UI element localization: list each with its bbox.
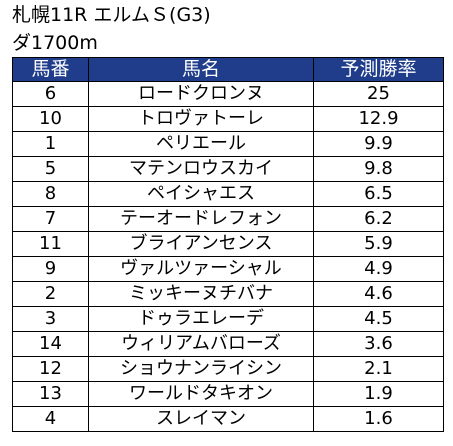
horse-name-cell: ウィリアムバローズ [88, 331, 314, 357]
prediction-table-container: 馬番 馬名 予測勝率 6 ロードクロンヌ 25 10 トロヴァトーレ 12.9 … [12, 57, 444, 432]
win-rate-cell: 5.9 [313, 231, 444, 257]
win-rate-cell: 1.6 [313, 406, 444, 432]
horse-name-cell: ワールドタキオン [88, 381, 314, 407]
horse-name-cell: ブライアンセンス [88, 231, 314, 257]
horse-number-cell: 12 [12, 356, 89, 382]
horse-name-cell: スレイマン [88, 406, 314, 432]
table-row: 2 ミッキーヌチバナ 4.6 [12, 281, 444, 307]
horse-number-cell: 5 [12, 156, 89, 182]
horse-number-cell: 9 [12, 256, 89, 282]
table-header-row: 馬番 馬名 予測勝率 [12, 57, 444, 82]
horse-name-cell: トロヴァトーレ [88, 106, 314, 132]
horse-name-cell: マテンロウスカイ [88, 156, 314, 182]
horse-number-cell: 2 [12, 281, 89, 307]
win-rate-cell: 6.2 [313, 206, 444, 232]
win-rate-cell: 4.6 [313, 281, 444, 307]
table-row: 6 ロードクロンヌ 25 [12, 81, 444, 107]
table-row: 1 ペリエール 9.9 [12, 131, 444, 157]
header-horse-number: 馬番 [12, 57, 89, 82]
table-row: 5 マテンロウスカイ 9.8 [12, 156, 444, 182]
table-row: 3 ドゥラエレーデ 4.5 [12, 306, 444, 332]
table-row: 10 トロヴァトーレ 12.9 [12, 106, 444, 132]
horse-name-cell: ペリエール [88, 131, 314, 157]
horse-number-cell: 13 [12, 381, 89, 407]
horse-name-cell: ドゥラエレーデ [88, 306, 314, 332]
horse-number-cell: 6 [12, 81, 89, 107]
horse-number-cell: 8 [12, 181, 89, 207]
table-row: 11 ブライアンセンス 5.9 [12, 231, 444, 257]
prediction-table: 馬番 馬名 予測勝率 6 ロードクロンヌ 25 10 トロヴァトーレ 12.9 … [12, 57, 444, 432]
horse-number-cell: 1 [12, 131, 89, 157]
race-course: ダ1700m [12, 32, 98, 54]
table-row: 9 ヴァルツァーシャル 4.9 [12, 256, 444, 282]
horse-name-cell: ヴァルツァーシャル [88, 256, 314, 282]
table-row: 14 ウィリアムバローズ 3.6 [12, 331, 444, 357]
horse-name-cell: ロードクロンヌ [88, 81, 314, 107]
horse-name-cell: ショウナンライシン [88, 356, 314, 382]
win-rate-cell: 4.5 [313, 306, 444, 332]
horse-name-cell: ペイシャエス [88, 181, 314, 207]
win-rate-cell: 1.9 [313, 381, 444, 407]
horse-number-cell: 3 [12, 306, 89, 332]
win-rate-cell: 9.8 [313, 156, 444, 182]
race-title: 札幌11R エルムＳ(G3) [12, 4, 211, 26]
table-row: 13 ワールドタキオン 1.9 [12, 381, 444, 407]
win-rate-cell: 12.9 [313, 106, 444, 132]
table-row: 8 ペイシャエス 6.5 [12, 181, 444, 207]
table-row: 12 ショウナンライシン 2.1 [12, 356, 444, 382]
horse-number-cell: 7 [12, 206, 89, 232]
table-row: 7 テーオードレフォン 6.2 [12, 206, 444, 232]
table-body: 6 ロードクロンヌ 25 10 トロヴァトーレ 12.9 1 ペリエール 9.9… [12, 81, 444, 432]
win-rate-cell: 3.6 [313, 331, 444, 357]
header-predicted-win-rate: 予測勝率 [313, 57, 444, 82]
win-rate-cell: 2.1 [313, 356, 444, 382]
table-row: 4 スレイマン 1.6 [12, 406, 444, 432]
win-rate-cell: 6.5 [313, 181, 444, 207]
horse-name-cell: テーオードレフォン [88, 206, 314, 232]
horse-number-cell: 14 [12, 331, 89, 357]
win-rate-cell: 4.9 [313, 256, 444, 282]
horse-number-cell: 11 [12, 231, 89, 257]
horse-number-cell: 4 [12, 406, 89, 432]
header-horse-name: 馬名 [88, 57, 314, 82]
win-rate-cell: 25 [313, 81, 444, 107]
win-rate-cell: 9.9 [313, 131, 444, 157]
horse-number-cell: 10 [12, 106, 89, 132]
horse-name-cell: ミッキーヌチバナ [88, 281, 314, 307]
